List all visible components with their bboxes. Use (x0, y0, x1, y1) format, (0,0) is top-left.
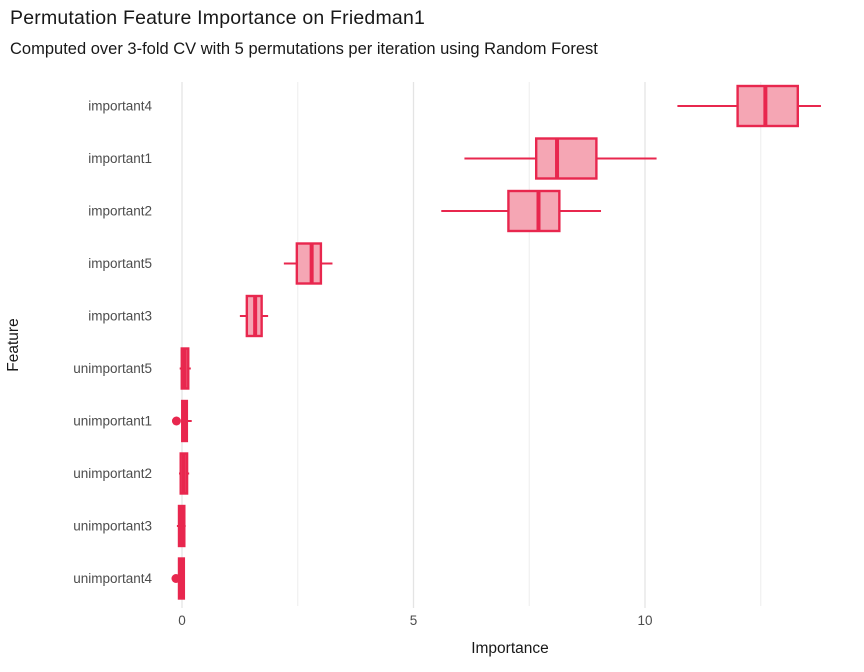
chart-title: Permutation Feature Importance on Friedm… (10, 7, 426, 29)
y-tick-label: unimportant5 (73, 361, 152, 376)
y-tick-label: unimportant2 (73, 466, 152, 481)
x-axis-title: Importance (471, 640, 549, 657)
y-tick-label: important5 (88, 256, 152, 271)
box-important5 (295, 242, 323, 285)
box-important1 (534, 137, 598, 180)
chart-subtitle: Computed over 3-fold CV with 5 permutati… (10, 40, 598, 58)
outlier-point (171, 574, 181, 583)
y-tick-label: important1 (88, 151, 152, 166)
y-tick-label: important2 (88, 204, 152, 219)
y-tick-label: unimportant1 (73, 414, 152, 429)
y-tick-label: important4 (88, 99, 152, 114)
x-tick-label: 5 (410, 613, 418, 628)
outlier-point (171, 416, 181, 426)
x-tick-label: 0 (178, 613, 186, 628)
y-tick-label: unimportant4 (73, 571, 152, 586)
y-tick-label: unimportant3 (73, 519, 152, 534)
y-tick-label: important3 (88, 309, 152, 324)
box-important4 (736, 84, 799, 128)
x-tick-label: 10 (637, 613, 652, 628)
box-important2 (507, 189, 561, 233)
